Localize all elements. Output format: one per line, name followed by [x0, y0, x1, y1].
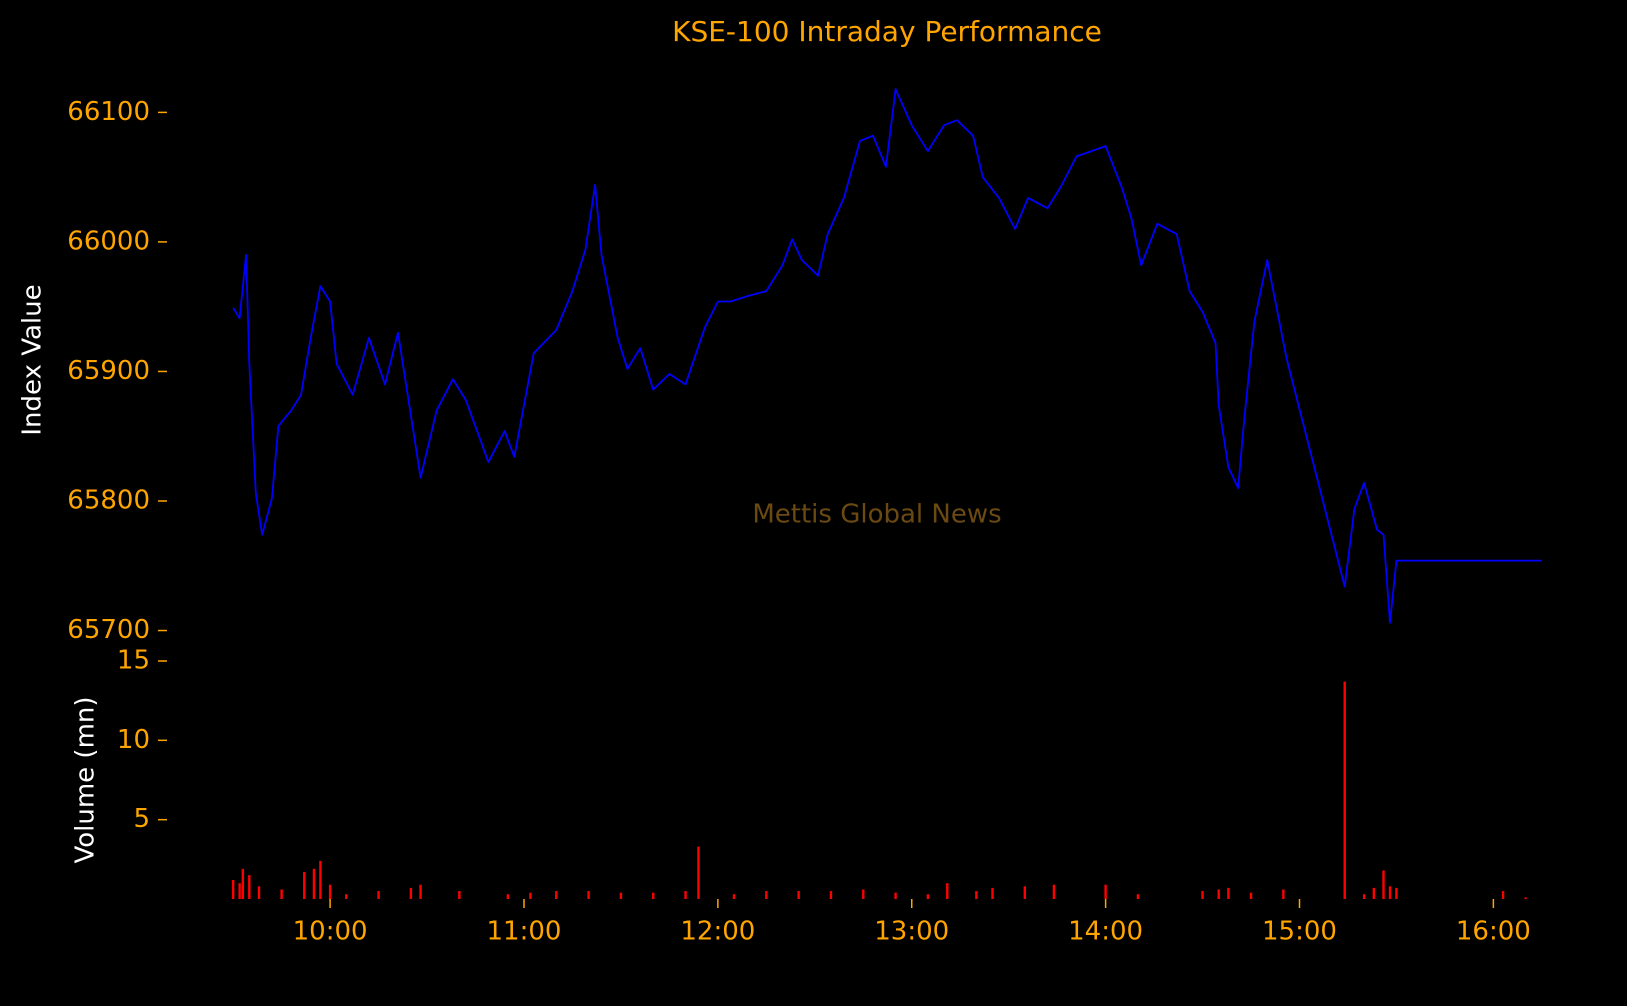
volume-bar	[328, 884, 332, 899]
volume-bar	[684, 891, 687, 899]
volume-bar	[797, 891, 800, 899]
volume-bar	[231, 879, 235, 899]
volume-bar	[241, 868, 245, 899]
volume-bar	[1227, 887, 1230, 899]
volume-bar	[697, 846, 700, 899]
volume-bar	[1382, 870, 1385, 899]
y-tick-label: 66000	[67, 226, 150, 256]
watermark: Mettis Global News	[752, 500, 1001, 530]
y-tick-label: 15	[117, 646, 150, 676]
volume-bar	[1249, 892, 1253, 899]
volume-bar	[829, 891, 833, 899]
volume-bar	[1136, 894, 1140, 899]
volume-bar	[319, 860, 322, 899]
volume-bar	[409, 887, 413, 899]
volume-bar	[926, 894, 930, 899]
y-tick-label: 65900	[67, 356, 150, 386]
volume-bar	[894, 892, 897, 899]
index-line	[232, 88, 1542, 624]
y-axis-label: Index Value	[18, 284, 48, 435]
volume-bar	[248, 875, 251, 899]
y2-axis-label: Volume (mn)	[71, 696, 101, 863]
volume-bar	[1524, 897, 1527, 899]
x-tick-label: 12:00	[680, 917, 755, 947]
volume-bar	[1052, 884, 1056, 899]
volume-bar	[862, 889, 865, 899]
volume-bar	[1217, 889, 1220, 899]
y-tick-label: 66100	[67, 97, 150, 127]
volume-bar	[1395, 887, 1398, 899]
volume-bar	[377, 891, 380, 899]
volume-bar	[1023, 886, 1027, 899]
x-tick-label: 11:00	[487, 917, 562, 947]
chart-title: KSE-100 Intraday Performance	[672, 15, 1102, 48]
volume-bar	[1372, 887, 1376, 899]
volume-bar	[506, 894, 510, 899]
volume-bar	[652, 892, 655, 899]
volume-bar	[555, 891, 558, 899]
volume-bar	[1501, 891, 1505, 899]
volume-bar	[1104, 884, 1107, 899]
volume-bar	[238, 883, 241, 899]
x-tick-label: 13:00	[874, 917, 949, 947]
volume-bar	[1388, 886, 1392, 899]
volume-bar	[529, 892, 532, 899]
y-tick-label: 65700	[67, 615, 150, 645]
volume-bar	[975, 891, 978, 899]
volume-bar	[1362, 894, 1366, 899]
volume-bar	[946, 883, 949, 899]
volume-bar	[419, 884, 422, 899]
volume-bar	[345, 894, 348, 899]
volume-bar	[303, 872, 306, 899]
y-tick-label: 65800	[67, 485, 150, 515]
volume-bar	[765, 891, 768, 899]
y-tick-label: 10	[117, 725, 150, 755]
volume-bar	[312, 868, 316, 899]
volume-bar	[458, 891, 461, 899]
volume-bar	[1282, 889, 1285, 899]
volume-bar	[991, 887, 994, 899]
x-tick-label: 15:00	[1262, 917, 1337, 947]
x-tick-label: 16:00	[1456, 917, 1531, 947]
volume-bar	[257, 886, 261, 899]
volume-bar	[732, 894, 736, 899]
volume-bar	[619, 892, 623, 899]
volume-bar	[1201, 891, 1204, 899]
y-tick-label: 5	[133, 804, 150, 834]
volume-bar	[587, 891, 590, 899]
x-tick-label: 14:00	[1068, 917, 1143, 947]
volume-bar	[280, 889, 283, 899]
x-tick-label: 10:00	[293, 917, 368, 947]
volume-bar	[1343, 681, 1346, 899]
